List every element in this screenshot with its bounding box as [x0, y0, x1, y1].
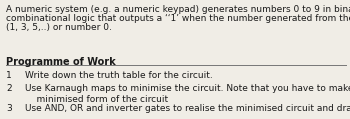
Text: 2: 2	[6, 84, 12, 93]
Text: (1, 3, 5,..) or number 0.: (1, 3, 5,..) or number 0.	[6, 23, 112, 32]
Text: Use Karnaugh maps to minimise the circuit. Note that you have to make use of any: Use Karnaugh maps to minimise the circui…	[25, 84, 350, 104]
Text: A numeric system (e.g. a numeric keypad) generates numbers 0 to 9 in binary. You: A numeric system (e.g. a numeric keypad)…	[6, 5, 350, 14]
Text: Write down the truth table for the circuit.: Write down the truth table for the circu…	[25, 71, 213, 80]
Text: combinational logic that outputs a ‘‘1’ when the number generated from the numer: combinational logic that outputs a ‘‘1’ …	[6, 14, 350, 23]
Text: Use AND, OR and inverter gates to realise the minimised circuit and draw the sch: Use AND, OR and inverter gates to realis…	[25, 104, 350, 113]
Text: 1: 1	[6, 71, 12, 80]
Text: Programme of Work: Programme of Work	[6, 57, 116, 67]
Text: 3: 3	[6, 104, 12, 113]
